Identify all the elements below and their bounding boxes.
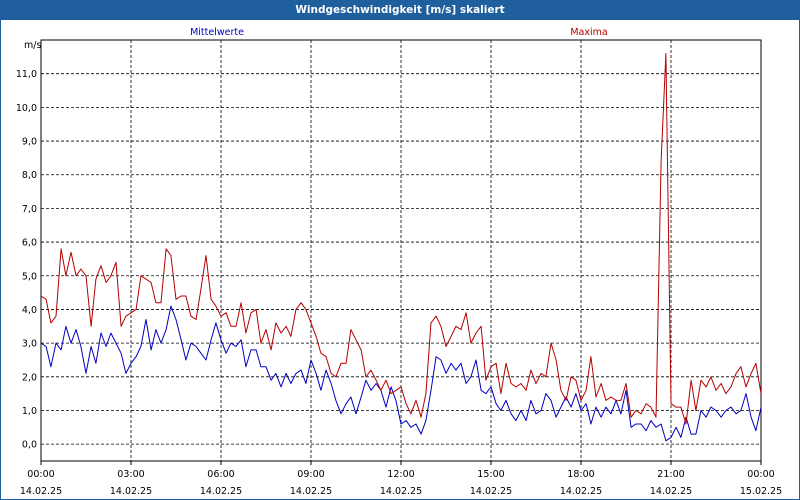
x-tick-date-label: 14.02.25 (380, 486, 422, 497)
x-tick-time-label: 15:00 (477, 469, 504, 480)
y-tick-label: 0,0 (22, 440, 37, 451)
y-tick-label: 11,0 (16, 69, 37, 80)
x-tick-date-label: 14.02.25 (200, 486, 242, 497)
y-tick-label: 6,0 (22, 238, 37, 249)
y-tick-label: 1,0 (22, 406, 37, 417)
y-tick-label: 2,0 (22, 372, 37, 383)
y-tick-label: 9,0 (22, 137, 37, 148)
series-line-mittelwerte (40, 305, 762, 442)
x-tick-date-label: 14.02.25 (110, 486, 152, 497)
x-tick-date-label: 14.02.25 (20, 486, 62, 497)
x-tick-date-label: 15.02.25 (740, 486, 782, 497)
x-tick-date-label: 14.02.25 (560, 486, 602, 497)
x-tick-time-label: 03:00 (117, 469, 144, 480)
x-tick-time-label: 18:00 (567, 469, 594, 480)
series-line-maxima (40, 53, 762, 425)
y-axis-unit-label: m/s (24, 40, 41, 51)
y-tick-label: 5,0 (22, 271, 37, 282)
x-tick-time-label: 00:00 (27, 469, 54, 480)
wind-speed-chart: 0,0 1,0 2,0 3,0 4,0 5,0 6,0 7,0 8,0 9,0 10,0 11,0 0… (16, 27, 782, 497)
x-tick-time-label: 21:00 (657, 469, 684, 480)
x-axis: 00:00 14.02.25 03:00 14.02.25 06:00 14.02.25 0… (20, 461, 782, 497)
x-tick-date-label: 14.02.25 (290, 486, 332, 497)
y-tick-label: 3,0 (22, 339, 37, 350)
window-title: Windgeschwindigkeit [m/s] skaliert (1, 1, 799, 20)
legend-mittelwerte: Mittelwerte (190, 27, 244, 38)
y-tick-label: 8,0 (22, 170, 37, 181)
y-tick-label: 7,0 (22, 204, 37, 215)
y-axis: 0,0 1,0 2,0 3,0 4,0 5,0 6,0 7,0 8,0 9,0 10,0 11,0 (16, 69, 37, 450)
x-tick-time-label: 12:00 (387, 469, 414, 480)
x-tick-date-label: 14.02.25 (650, 486, 692, 497)
grid (41, 40, 761, 461)
x-tick-time-label: 09:00 (297, 469, 324, 480)
y-tick-label: 10,0 (16, 103, 37, 114)
series-lines (40, 53, 762, 442)
legend-maxima: Maxima (570, 27, 607, 38)
x-tick-date-label: 14.02.25 (470, 486, 512, 497)
x-tick-time-label: 00:00 (747, 469, 774, 480)
y-tick-label: 4,0 (22, 305, 37, 316)
x-tick-time-label: 06:00 (207, 469, 234, 480)
